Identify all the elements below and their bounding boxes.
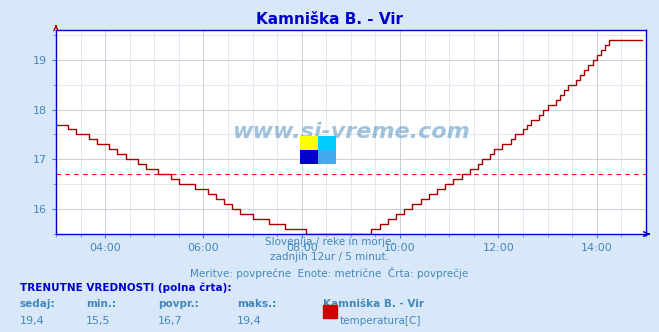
Text: 19,4: 19,4 bbox=[237, 316, 262, 326]
Text: 16,7: 16,7 bbox=[158, 316, 183, 326]
Text: Kamniška B. - Vir: Kamniška B. - Vir bbox=[323, 299, 424, 309]
Text: Kamniška B. - Vir: Kamniška B. - Vir bbox=[256, 12, 403, 27]
Text: TRENUTNE VREDNOSTI (polna črta):: TRENUTNE VREDNOSTI (polna črta): bbox=[20, 283, 231, 293]
Text: povpr.:: povpr.: bbox=[158, 299, 199, 309]
Text: temperatura[C]: temperatura[C] bbox=[339, 316, 421, 326]
Text: Meritve: povprečne  Enote: metrične  Črta: povprečje: Meritve: povprečne Enote: metrične Črta:… bbox=[190, 267, 469, 279]
Bar bbox=[318, 136, 336, 150]
Text: 19,4: 19,4 bbox=[20, 316, 45, 326]
Text: maks.:: maks.: bbox=[237, 299, 277, 309]
Text: sedaj:: sedaj: bbox=[20, 299, 55, 309]
Bar bbox=[318, 150, 336, 164]
Text: 15,5: 15,5 bbox=[86, 316, 110, 326]
Bar bbox=[300, 136, 318, 150]
Text: zadnjih 12ur / 5 minut.: zadnjih 12ur / 5 minut. bbox=[270, 252, 389, 262]
Text: www.si-vreme.com: www.si-vreme.com bbox=[232, 122, 470, 142]
Bar bbox=[300, 150, 318, 164]
Text: Slovenija / reke in morje.: Slovenija / reke in morje. bbox=[264, 237, 395, 247]
Text: min.:: min.: bbox=[86, 299, 116, 309]
